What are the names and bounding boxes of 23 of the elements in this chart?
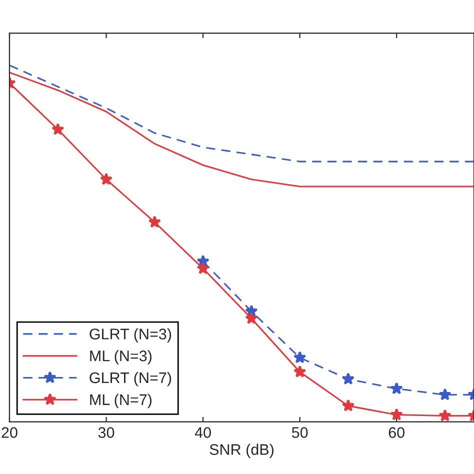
point xyxy=(342,399,355,412)
legend-label: ML (N=7) xyxy=(90,394,152,408)
point xyxy=(390,382,403,394)
point xyxy=(196,262,210,274)
x-axis-title: SNR (dB) xyxy=(210,444,274,458)
point xyxy=(148,216,161,228)
legend-label: GLRT (N=7) xyxy=(90,372,172,386)
x-tick-label: 60 xyxy=(388,427,404,438)
point xyxy=(438,409,452,422)
x-tick-label: 50 xyxy=(292,427,308,438)
point xyxy=(245,312,258,324)
x-tick-label: 30 xyxy=(98,427,114,438)
point xyxy=(438,388,452,400)
point xyxy=(100,172,113,185)
point xyxy=(293,351,306,364)
x-tick-label: 40 xyxy=(194,427,211,438)
legend-label: GLRT (N=3) xyxy=(90,328,172,342)
point xyxy=(342,372,355,385)
point xyxy=(52,122,64,135)
legend-label: ML (N=3) xyxy=(90,350,152,364)
x-tick-label: 20 xyxy=(2,427,18,438)
point xyxy=(390,408,403,420)
point xyxy=(293,365,306,378)
